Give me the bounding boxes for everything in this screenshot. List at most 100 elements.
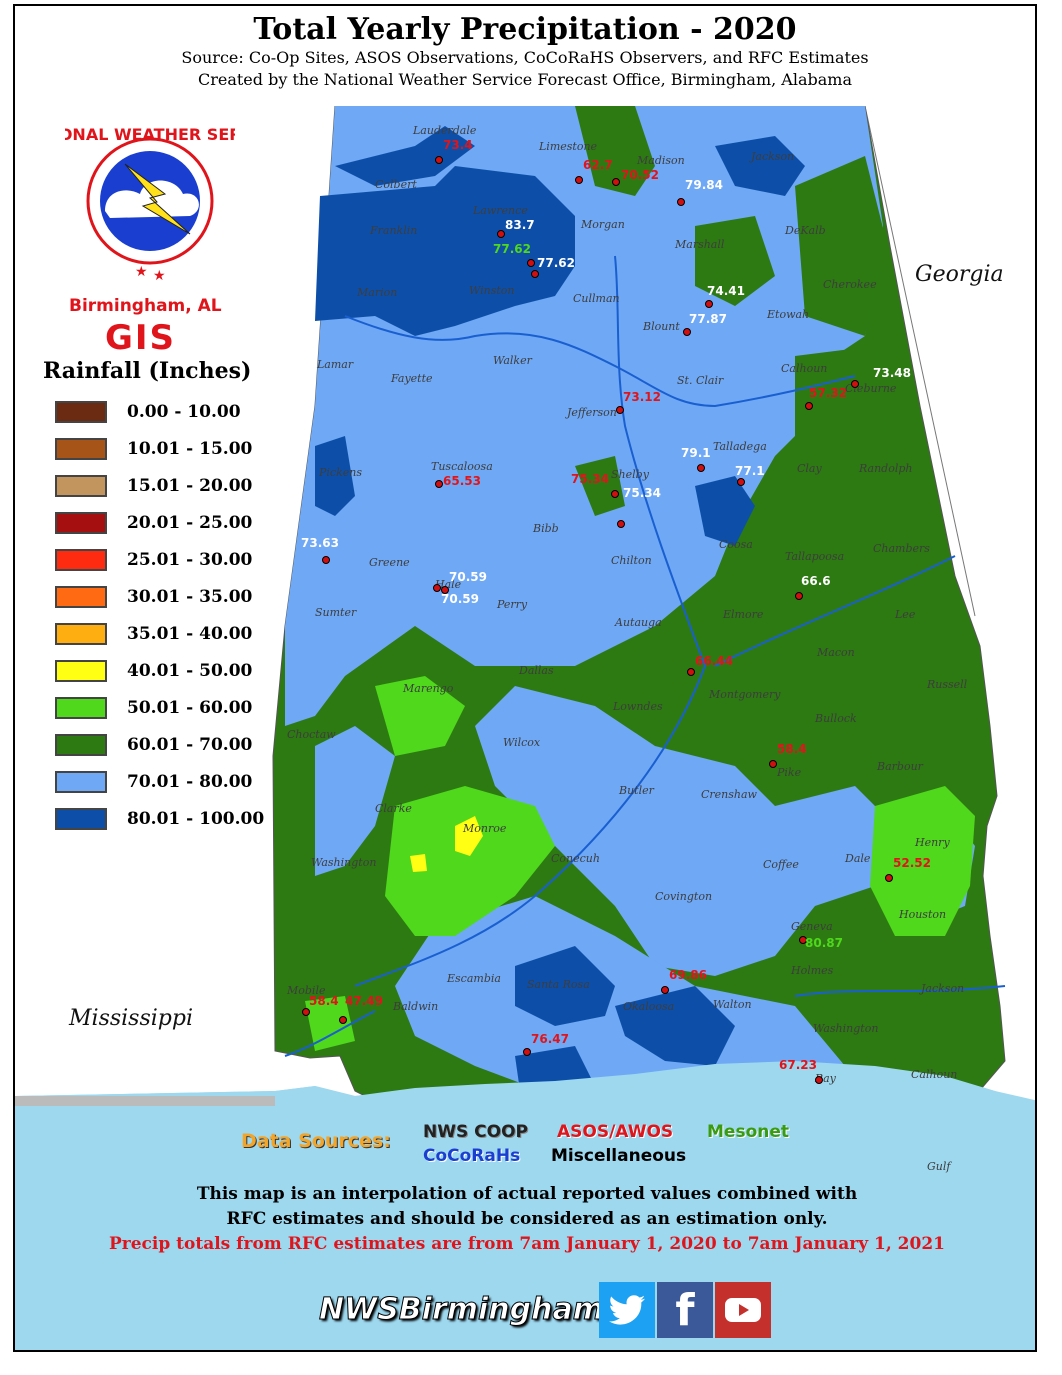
county-label: Montgomery (709, 688, 781, 701)
station-marker (616, 406, 624, 414)
county-label: Pickens (319, 466, 362, 479)
disclaimer-line-3: Precip totals from RFC estimates are fro… (109, 1234, 945, 1254)
map-header: Total Yearly Precipitation - 2020 Source… (15, 6, 1035, 107)
station-marker (497, 230, 505, 238)
station-value: 70.52 (621, 168, 659, 182)
station-marker (531, 270, 539, 278)
county-label: Marion (357, 286, 398, 299)
nws-logo: NATIONAL WEATHER SERVICE ★ ★ (65, 125, 235, 284)
station-value: 69.86 (669, 968, 707, 982)
county-label: Elmore (723, 608, 764, 621)
svg-text:★: ★ (135, 264, 148, 280)
station-value: 66.6 (801, 574, 831, 588)
zone-60-70-east (795, 346, 890, 486)
county-label: Tuscaloosa (431, 460, 493, 473)
county-label: Lauderdale (413, 124, 477, 137)
station-value: 67.23 (779, 1058, 817, 1072)
county-label: Butler (619, 784, 654, 797)
river-chattahoochee (794, 985, 1006, 997)
disclaimer-line-2: RFC estimates and should be considered a… (226, 1209, 828, 1229)
county-label: Colbert (375, 178, 417, 191)
station-value: 58.4 (309, 994, 339, 1008)
legend-label: 10.01 - 15.00 (127, 439, 253, 459)
legend-row: 40.01 - 50.00 (55, 658, 252, 684)
station-value: 76.47 (531, 1032, 569, 1046)
county-label: Barbour (877, 760, 923, 773)
county-label: Calhoun (781, 362, 828, 375)
twitter-icon[interactable] (599, 1282, 655, 1338)
station-marker (611, 490, 619, 498)
legend-label: 70.01 - 80.00 (127, 772, 253, 792)
zone-60-70-madison (575, 106, 655, 196)
county-label: Escambia (447, 972, 501, 985)
station-marker (769, 760, 777, 768)
legend-swatch (55, 697, 107, 719)
county-label: Tallapoosa (785, 550, 845, 563)
legend-miscellaneous: Miscellaneous (551, 1146, 687, 1166)
legend-swatch (55, 401, 107, 423)
county-label: Winston (469, 284, 515, 297)
station-value: 74.41 (707, 284, 745, 298)
station-marker (815, 1076, 823, 1084)
station-marker (523, 1048, 531, 1056)
station-marker (441, 586, 449, 594)
county-label: Okaloosa (623, 1000, 675, 1013)
county-label: Autauga (615, 616, 662, 629)
county-label: St. Clair (677, 374, 724, 387)
station-value: 77.1 (735, 464, 765, 478)
map-frame: Total Yearly Precipitation - 2020 Source… (13, 4, 1037, 1352)
disclaimer-line-1: This map is an interpolation of actual r… (196, 1184, 858, 1204)
georgia-border (864, 106, 976, 617)
station-value: 73.12 (623, 390, 661, 404)
county-label: Randolph (859, 462, 913, 475)
zone-50-60-mobile (305, 996, 355, 1051)
county-label: Dale (845, 852, 871, 865)
station-marker (677, 198, 685, 206)
county-label: Monroe (463, 822, 507, 835)
legend-label: 35.01 - 40.00 (127, 624, 253, 644)
logo-ring-text: NATIONAL WEATHER SERVICE (65, 125, 235, 144)
county-label: Calhoun (911, 1068, 958, 1081)
station-marker (795, 592, 803, 600)
legend-swatch (55, 734, 107, 756)
legend-swatch (55, 512, 107, 534)
river-north (344, 315, 856, 408)
county-label: Jackson (921, 982, 965, 995)
legend-row: 30.01 - 35.00 (55, 584, 252, 610)
legend-row: 35.01 - 40.00 (55, 621, 252, 647)
county-label: Crenshaw (701, 788, 757, 801)
county-label: Jefferson (567, 406, 617, 419)
station-value: 79.84 (685, 178, 723, 192)
legend-asos-awos: ASOS/AWOS (557, 1122, 674, 1142)
zone-60-70-marshall (695, 216, 775, 306)
station-value: 70.59 (449, 570, 487, 584)
zone-80-100-coosa (695, 476, 755, 546)
station-value: 79.1 (681, 446, 711, 460)
zone-80-100-okaloosa (615, 986, 735, 1066)
station-marker (687, 668, 695, 676)
station-value: 47.49 (345, 994, 383, 1008)
county-label: Clay (797, 462, 822, 475)
station-marker (697, 464, 705, 472)
county-label: Mobile (287, 984, 326, 997)
station-marker (322, 556, 330, 564)
county-label: Shelby (611, 468, 649, 481)
legend-row: 20.01 - 25.00 (55, 510, 252, 536)
county-label: Clarke (375, 802, 412, 815)
gulf-of-mexico (15, 1061, 1035, 1350)
legend-label: 20.01 - 25.00 (127, 513, 253, 533)
county-label: Dallas (519, 664, 554, 677)
station-marker (575, 176, 583, 184)
svg-text:★: ★ (153, 268, 166, 284)
county-label: Lee (895, 608, 916, 621)
county-label: Etowah (767, 308, 810, 321)
facebook-icon[interactable]: f (657, 1282, 713, 1338)
zone-80-100-pickens (315, 436, 355, 516)
legend-row: 25.01 - 30.00 (55, 547, 252, 573)
youtube-icon[interactable] (715, 1282, 771, 1338)
station-value: 70.59 (441, 592, 479, 606)
station-value: 77.87 (689, 312, 727, 326)
legend-cocorahs: CoCoRaHs (423, 1146, 521, 1166)
zone-80-100-lauderdale (335, 126, 475, 186)
station-value: 66.44 (695, 654, 733, 668)
